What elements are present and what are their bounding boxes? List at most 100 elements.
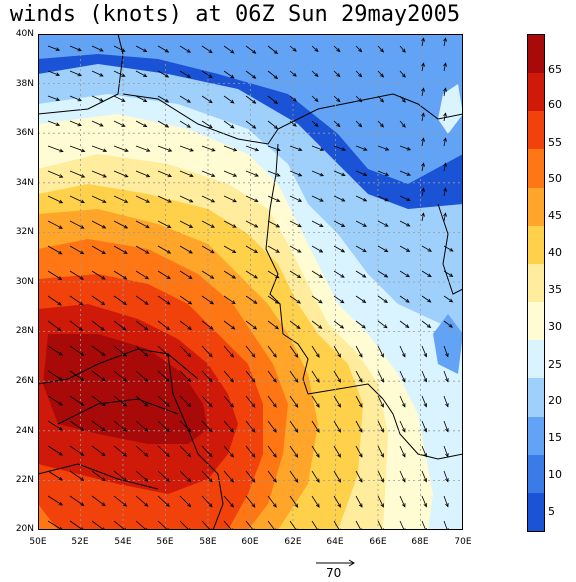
wind-arrow-head — [59, 148, 64, 153]
wind-arrow — [267, 145, 281, 151]
wind-arrow-head — [401, 353, 406, 358]
wind-arrow — [399, 445, 406, 457]
wind-arrow — [421, 63, 424, 72]
wind-arrow-head — [340, 274, 345, 278]
wind-arrow-head — [189, 148, 194, 152]
wind-arrow — [267, 470, 277, 483]
wind-arrow-head — [123, 250, 128, 254]
wind-arrow-head — [166, 275, 171, 280]
wind-arrow — [333, 70, 341, 77]
wind-arrow — [311, 220, 323, 227]
wind-arrow — [267, 420, 277, 433]
wind-arrow — [245, 470, 256, 483]
wind-arrow — [311, 45, 319, 52]
colorbar — [527, 34, 545, 532]
colorbar-label: 5 — [548, 505, 555, 518]
wind-arrow — [179, 145, 194, 152]
wind-arrow — [377, 170, 389, 176]
wind-arrow-head — [58, 351, 63, 356]
reference-vector-label: 70 — [326, 566, 342, 580]
wind-arrow — [223, 195, 237, 203]
wind-arrow-head — [101, 452, 106, 457]
wind-arrow-head — [251, 403, 256, 408]
wind-arrow — [179, 120, 191, 128]
wind-arrow — [289, 195, 302, 202]
wind-speed-map — [38, 34, 463, 530]
wind-arrow-head — [254, 173, 259, 177]
wind-arrow — [443, 63, 446, 72]
wind-arrow-head — [101, 402, 106, 407]
wind-arrow-head — [380, 378, 384, 383]
wind-arrow — [201, 220, 215, 228]
wind-arrow — [289, 220, 302, 228]
wind-arrow — [289, 120, 297, 127]
wind-arrow-head — [230, 378, 234, 383]
wind-arrow-head — [272, 503, 277, 508]
wind-arrow-head — [210, 275, 215, 279]
wind-arrow — [421, 370, 427, 382]
wind-arrow-head — [423, 503, 427, 508]
wind-arrow-head — [145, 173, 151, 178]
wind-arrow — [47, 120, 60, 126]
colorbar-segment — [528, 187, 544, 227]
wind-arrow — [47, 245, 62, 255]
wind-arrow-head — [421, 62, 425, 67]
wind-arrow-head — [443, 87, 447, 92]
wind-arrow-head — [78, 327, 84, 331]
wind-arrow-head — [445, 453, 449, 458]
wind-arrow-head — [423, 478, 427, 483]
colorbar-label: 35 — [548, 283, 562, 296]
wind-arrow-head — [340, 223, 346, 227]
wind-arrow — [355, 495, 363, 508]
wind-arrow — [69, 370, 84, 381]
wind-arrow-head — [144, 502, 149, 507]
wind-arrow-head — [315, 378, 320, 383]
wind-arrow-head — [101, 250, 107, 255]
wind-arrow-head — [232, 173, 238, 177]
wind-arrow-head — [189, 198, 194, 203]
border-line — [437, 203, 463, 295]
wind-arrow-head — [380, 428, 384, 433]
wind-arrow-head — [58, 376, 63, 381]
wind-arrow-head — [272, 403, 277, 408]
wind-arrow — [333, 445, 341, 458]
wind-arrow-head — [55, 72, 61, 76]
wind-arrow-head — [208, 478, 213, 483]
wind-arrow-head — [427, 298, 432, 303]
wind-arrow-head — [405, 298, 410, 303]
wind-arrow — [245, 245, 258, 253]
wind-arrow — [421, 320, 431, 328]
wind-arrow — [113, 295, 127, 305]
wind-arrow — [245, 495, 256, 508]
wind-arrow — [157, 295, 171, 305]
wind-arrow — [311, 470, 320, 483]
wind-arrow — [333, 520, 340, 530]
wind-arrow — [311, 95, 319, 102]
wind-arrow-head — [81, 148, 86, 153]
wind-arrow-head — [145, 224, 150, 229]
wind-arrow-head — [122, 377, 128, 382]
wind-arrow — [399, 395, 406, 407]
wind-arrow — [245, 45, 256, 54]
wind-arrow-head — [101, 224, 107, 229]
wind-arrow-head — [208, 99, 213, 104]
wind-arrow — [47, 470, 63, 481]
wind-arrow — [223, 370, 234, 383]
wind-arrow — [157, 420, 170, 432]
border-line — [38, 463, 159, 490]
wind-arrow-head — [101, 502, 106, 507]
wind-arrow-head — [230, 124, 235, 129]
wind-arrow — [201, 120, 213, 128]
wind-arrow-head — [297, 274, 302, 279]
wind-arrow — [157, 95, 169, 103]
wind-arrow — [157, 270, 171, 279]
wind-arrow — [421, 163, 424, 172]
wind-arrow — [245, 445, 256, 458]
wind-arrow-head — [164, 48, 170, 53]
colorbar-segment — [528, 454, 544, 494]
wind-arrow — [355, 345, 363, 358]
wind-arrow — [399, 470, 406, 482]
wind-arrow — [223, 445, 234, 458]
wind-arrow-head — [319, 172, 325, 177]
wind-arrow — [47, 220, 63, 229]
